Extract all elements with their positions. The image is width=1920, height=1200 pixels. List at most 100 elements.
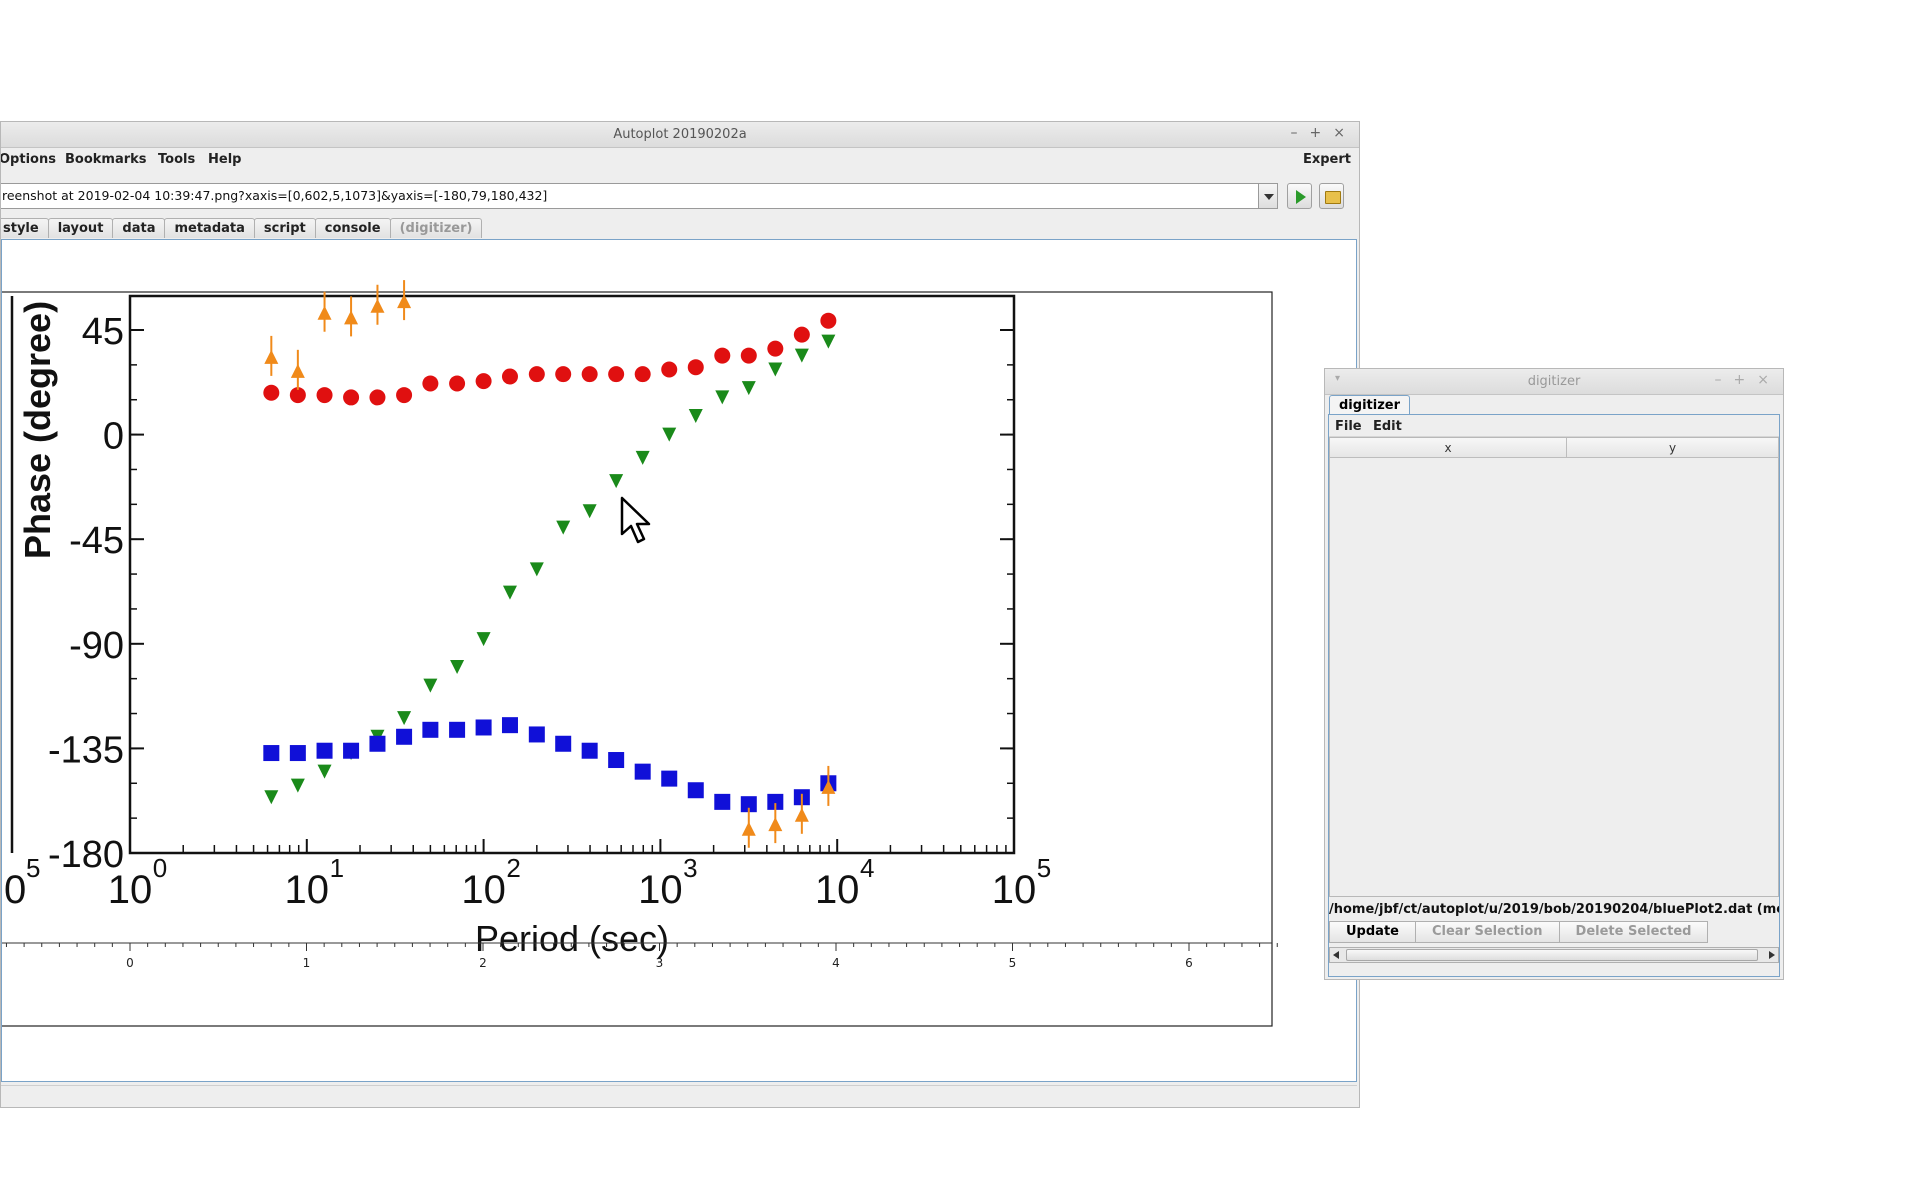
data-point-green xyxy=(476,632,491,647)
data-point-blue xyxy=(767,793,784,810)
tab-style[interactable]: style xyxy=(1,218,49,238)
main-title-bar[interactable]: Autoplot 20190202a – + × xyxy=(1,122,1359,148)
data-point-green xyxy=(317,764,332,779)
uri-dropdown-button[interactable] xyxy=(1258,183,1278,209)
delete-selected-button: Delete Selected xyxy=(1558,921,1709,943)
data-point-blue xyxy=(581,742,598,759)
data-point-green xyxy=(794,348,809,363)
tab-metadata[interactable]: metadata xyxy=(164,218,255,238)
column-header-y[interactable]: y xyxy=(1567,438,1779,458)
uri-toolbar: reenshot at 2019-02-04 10:39:47.png?xaxi… xyxy=(1,183,1359,209)
data-point-orange xyxy=(821,779,836,794)
column-header-x[interactable]: x xyxy=(1330,438,1567,458)
scroll-right-icon[interactable] xyxy=(1769,951,1775,959)
menu-options[interactable]: Options xyxy=(0,152,56,167)
data-point-blue xyxy=(316,742,333,759)
data-point-green xyxy=(502,585,517,600)
digitizer-table[interactable]: x y xyxy=(1329,437,1779,897)
data-point-blue xyxy=(608,752,625,769)
data-point-blue xyxy=(369,735,386,752)
data-point-red xyxy=(793,326,810,343)
collapse-icon[interactable]: ▾ xyxy=(1335,373,1341,384)
tab-digitizer-panel[interactable]: digitizer xyxy=(1329,395,1410,415)
main-menubar: Options Bookmarks Tools Help Expert xyxy=(1,148,1359,170)
open-file-button[interactable] xyxy=(1319,183,1344,209)
tab-digitizer: (digitizer) xyxy=(389,218,483,238)
data-point-green xyxy=(450,660,465,675)
digitizer-title-bar[interactable]: ▾ digitizer – + × xyxy=(1325,369,1783,395)
axis-tick-label: 4 xyxy=(832,956,840,970)
scroll-left-icon[interactable] xyxy=(1333,951,1339,959)
neighbor-tick-exponent: 5 xyxy=(26,853,40,883)
window-title: Autoplot 20190202a xyxy=(613,127,747,142)
maximize-icon[interactable]: + xyxy=(1733,372,1746,388)
expert-menu[interactable]: Expert xyxy=(1302,152,1351,167)
data-point-orange xyxy=(290,363,305,378)
data-point-blue xyxy=(528,726,545,743)
close-icon[interactable]: × xyxy=(1333,125,1345,141)
data-point-orange xyxy=(317,305,332,320)
data-point-red xyxy=(501,368,518,385)
data-point-green xyxy=(662,427,677,442)
data-point-red xyxy=(740,347,757,364)
mouse-cursor-icon xyxy=(620,496,651,544)
data-point-red xyxy=(316,387,333,404)
tab-script[interactable]: script xyxy=(253,218,316,238)
x-tick-exponent: 3 xyxy=(683,853,697,883)
tab-data[interactable]: data xyxy=(112,218,166,238)
data-point-red xyxy=(714,347,731,364)
data-point-green xyxy=(609,474,624,489)
data-point-red xyxy=(687,359,704,376)
horizontal-scrollbar[interactable] xyxy=(1329,947,1779,963)
menu-help[interactable]: Help xyxy=(208,152,242,167)
data-point-orange xyxy=(344,310,359,325)
data-point-red xyxy=(661,361,678,378)
x-tick-label: 10 xyxy=(638,868,683,912)
axis-tick-label: 3 xyxy=(656,956,664,970)
menu-bookmarks[interactable]: Bookmarks xyxy=(65,152,147,167)
data-point-red xyxy=(608,366,625,383)
go-button[interactable] xyxy=(1287,183,1312,209)
data-point-red xyxy=(449,375,466,392)
minimize-icon[interactable]: – xyxy=(1290,125,1298,141)
menu-tools[interactable]: Tools xyxy=(158,152,196,167)
menu-file[interactable]: File xyxy=(1335,419,1362,434)
data-point-green xyxy=(264,790,279,805)
update-button[interactable]: Update xyxy=(1329,921,1416,943)
image-frame xyxy=(2,291,1273,1027)
axis-tick-label: 0 xyxy=(126,956,134,970)
uri-input[interactable]: reenshot at 2019-02-04 10:39:47.png?xaxi… xyxy=(1,183,1259,209)
y-tick-label: 45 xyxy=(82,311,124,353)
axis-tick-label: 5 xyxy=(1009,956,1017,970)
digitizer-window: ▾ digitizer – + × digitizer File Edit x … xyxy=(1324,368,1784,980)
data-point-red xyxy=(369,389,386,406)
y-tick-label: -45 xyxy=(69,520,124,562)
data-point-orange xyxy=(370,298,385,313)
data-point-red xyxy=(634,366,651,383)
maximize-icon[interactable]: + xyxy=(1309,125,1322,141)
data-point-red xyxy=(820,312,837,329)
data-point-orange xyxy=(794,807,809,822)
plot-canvas[interactable]: 45 0 -45 -90 -135 -180 10 0 10 1 10 2 10 3 10 4 10 5 0 5 Per… xyxy=(1,239,1357,1082)
tab-layout[interactable]: layout xyxy=(47,218,114,238)
scrollbar-thumb[interactable] xyxy=(1346,949,1758,961)
y-tick-label: -180 xyxy=(48,834,124,876)
digitizer-buttons: Update Clear Selection Delete Selected xyxy=(1329,921,1709,943)
data-point-green xyxy=(821,334,836,349)
data-point-red xyxy=(422,375,439,392)
y-tick-label: 0 xyxy=(103,416,124,458)
data-point-green xyxy=(529,562,544,577)
minimize-icon[interactable]: – xyxy=(1714,372,1722,388)
close-icon[interactable]: × xyxy=(1757,372,1769,388)
data-point-red xyxy=(581,366,598,383)
menu-edit[interactable]: Edit xyxy=(1373,419,1402,434)
data-point-red xyxy=(475,373,492,390)
x-tick-exponent: 4 xyxy=(860,853,874,883)
digitizer-panel: File Edit x y /home/jbf/ct/autoplot/u/20… xyxy=(1328,414,1780,977)
tab-console[interactable]: console xyxy=(314,218,391,238)
data-point-green xyxy=(423,678,438,693)
x-axis-label: Period (sec) xyxy=(475,918,669,959)
data-point-green xyxy=(688,409,703,424)
axis-tick-label: 1 xyxy=(303,956,311,970)
